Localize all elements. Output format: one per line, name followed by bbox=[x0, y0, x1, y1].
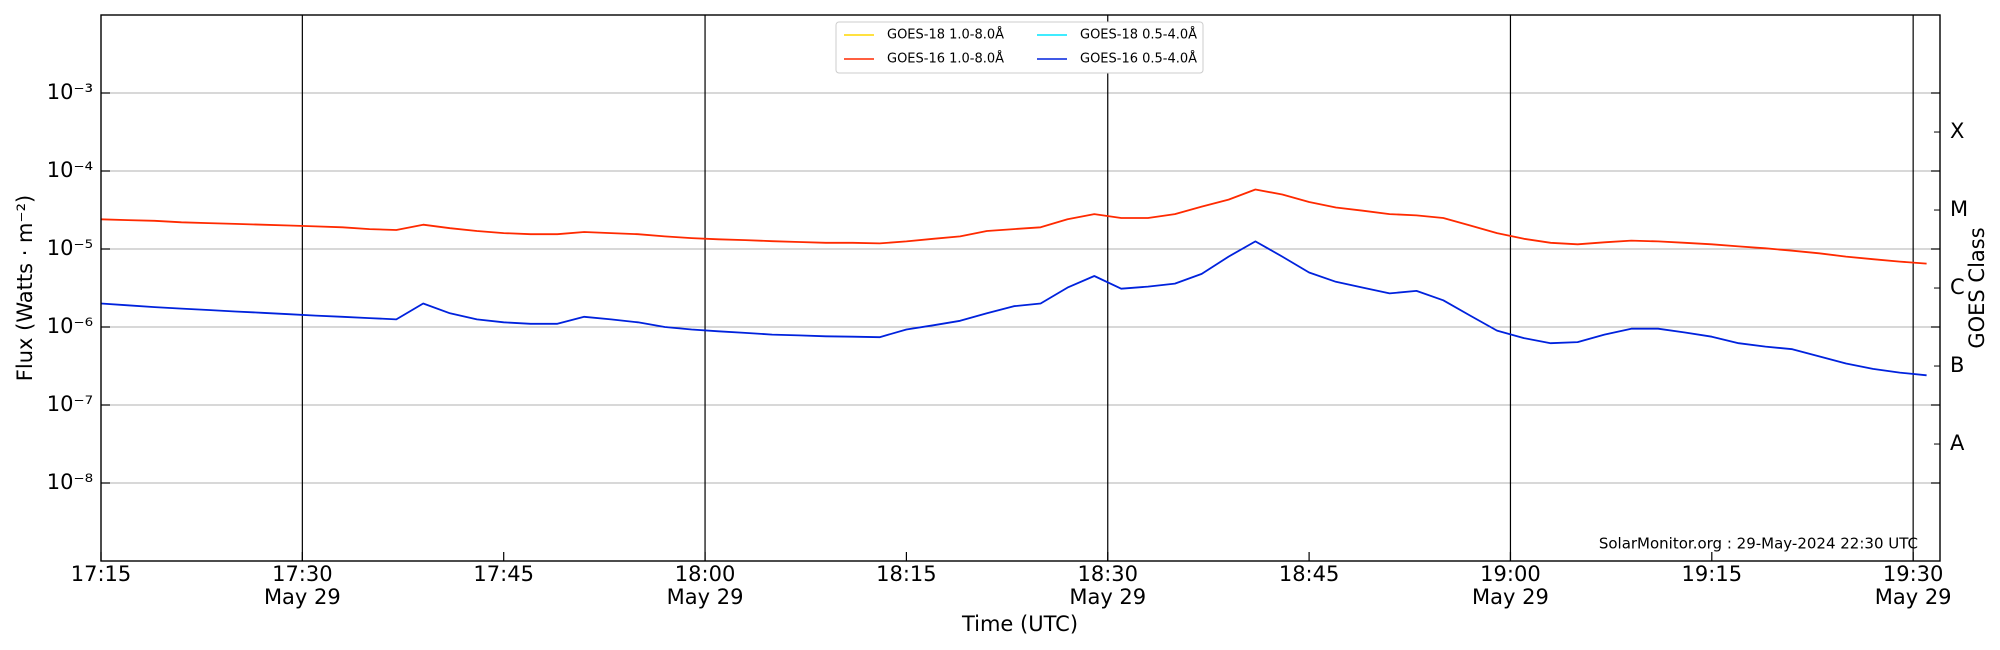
y2-tick-label: B bbox=[1950, 353, 1964, 377]
y-tick-label: 10⁻⁴ bbox=[47, 158, 93, 182]
x-tick-sublabel: May 29 bbox=[264, 585, 341, 609]
y2-axis-label: GOES Class bbox=[1965, 227, 1989, 348]
x-tick-label: 19:00 bbox=[1480, 562, 1541, 586]
x-tick-label: 18:45 bbox=[1279, 562, 1340, 586]
legend: GOES-18 1.0-8.0Å GOES-18 0.5-4.0Å GOES-16 … bbox=[844, 27, 1197, 67]
x-tick-sublabel: May 29 bbox=[1875, 585, 1952, 609]
y-tick-label: 10⁻⁵ bbox=[47, 236, 93, 260]
x-tick-label: 18:30 bbox=[1077, 562, 1138, 586]
plot-frame bbox=[100, 14, 1941, 562]
y2-tick-label: M bbox=[1950, 197, 1968, 221]
legend-label: GOES-18 0.5-4.0Å bbox=[1080, 27, 1197, 43]
x-tick-label: 17:15 bbox=[71, 562, 132, 586]
x-tick-label: 19:30 bbox=[1883, 562, 1944, 586]
x-tick-label: 17:30 bbox=[272, 562, 333, 586]
x-tick-sublabel: May 29 bbox=[667, 585, 744, 609]
x-axis-label: Time (UTC) bbox=[961, 612, 1078, 636]
x-tick-label: 18:15 bbox=[876, 562, 937, 586]
y-tick-label: 10⁻⁷ bbox=[47, 392, 93, 416]
y-tick-label: 10⁻³ bbox=[47, 80, 93, 104]
y-axis-label: Flux (Watts · m⁻²) bbox=[13, 195, 37, 381]
x-tick-sublabel: May 29 bbox=[1069, 585, 1146, 609]
y2-tick-label: A bbox=[1950, 431, 1965, 455]
legend-label: GOES-16 0.5-4.0Å bbox=[1080, 51, 1197, 67]
y2-tick-label: C bbox=[1950, 275, 1965, 299]
series-line bbox=[100, 188, 1927, 265]
x-tick-label: 19:15 bbox=[1682, 562, 1743, 586]
legend-box bbox=[835, 21, 1204, 74]
x-tick-label: 17:45 bbox=[473, 562, 534, 586]
x-tick-sublabel: May 29 bbox=[1472, 585, 1549, 609]
legend-label: GOES-18 1.0-8.0Å bbox=[887, 27, 1004, 43]
y-tick-label: 10⁻⁶ bbox=[47, 314, 93, 338]
legend-label: GOES-16 1.0-8.0Å bbox=[887, 51, 1004, 67]
y-tick-label: 10⁻⁸ bbox=[47, 470, 93, 494]
annotation: SolarMonitor.org : 29-May-2024 22:30 UTC bbox=[1599, 535, 1918, 553]
y2-tick-label: X bbox=[1950, 119, 1964, 143]
series-line bbox=[100, 240, 1927, 377]
x-tick-label: 18:00 bbox=[675, 562, 736, 586]
